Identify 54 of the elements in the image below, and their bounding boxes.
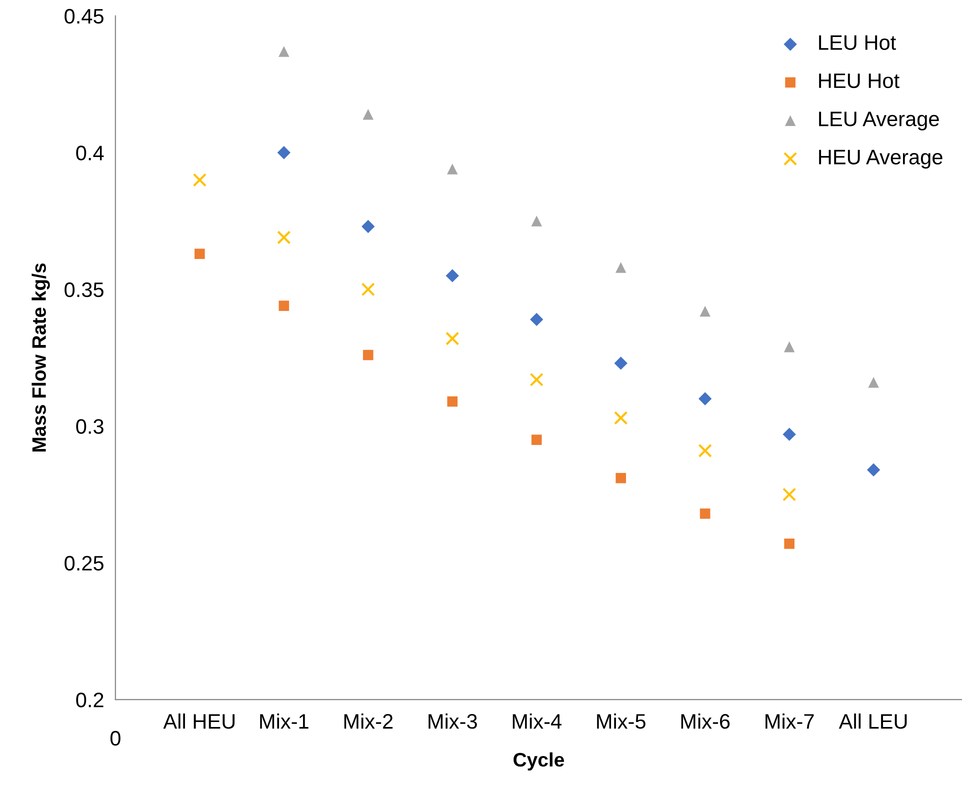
point: [698, 444, 712, 458]
legend-label: HEU Hot: [819, 74, 900, 88]
y-tick-label: 0.35: [64, 282, 104, 298]
point: [446, 269, 459, 282]
x-tick-label: Mix-3: [428, 713, 477, 729]
point: [446, 332, 460, 346]
point: [362, 108, 374, 120]
text: 0: [110, 730, 120, 746]
point: [784, 341, 795, 352]
x-tick-label: Mix-5: [597, 713, 646, 729]
x-tick-label: Mix-1: [260, 713, 308, 729]
point: [530, 312, 544, 326]
point: [784, 538, 794, 549]
y-tick-label: 0.4: [76, 146, 104, 160]
point: [447, 164, 458, 174]
point: [782, 488, 796, 502]
legend-label: HEU Average: [819, 150, 942, 169]
y-tick-label: 0.25: [64, 556, 104, 571]
point: [868, 376, 879, 388]
point: [361, 282, 375, 296]
point: [615, 262, 626, 273]
point: [700, 306, 710, 317]
point: [192, 173, 207, 187]
legend-label: LEU Hot: [819, 35, 896, 50]
legend-label: LEU Average: [819, 112, 939, 130]
point: [194, 248, 205, 259]
x-tick-label: All LEU: [838, 713, 907, 729]
point: [278, 46, 290, 57]
point: [866, 463, 880, 476]
y-tick-label: 0.3: [76, 419, 104, 434]
x-tick-label: Mix-7: [766, 713, 814, 729]
y-tick-label: 0.45: [64, 8, 104, 24]
point: [782, 428, 796, 441]
point: [700, 508, 710, 519]
x-tick-label: Mix-4: [512, 713, 562, 729]
x-tick-label: Mix-6: [681, 713, 730, 729]
y-axis-title: Mass Flow Rate kg/s: [32, 263, 50, 452]
x-axis-title: Cycle: [514, 752, 564, 770]
point: [531, 216, 542, 226]
point: [277, 146, 290, 160]
point: [616, 472, 626, 484]
x-tick-label: All HEU: [163, 713, 235, 729]
point: [530, 372, 544, 386]
point: [614, 356, 628, 370]
point: [531, 434, 542, 445]
x-tick-label: Mix-2: [344, 713, 393, 729]
point: [277, 230, 291, 244]
point: [698, 392, 712, 406]
point: [362, 350, 374, 360]
point: [362, 220, 375, 234]
y-tick-label: 0.2: [76, 692, 104, 708]
point: [614, 411, 628, 425]
point: [278, 300, 290, 311]
point: [447, 396, 458, 407]
